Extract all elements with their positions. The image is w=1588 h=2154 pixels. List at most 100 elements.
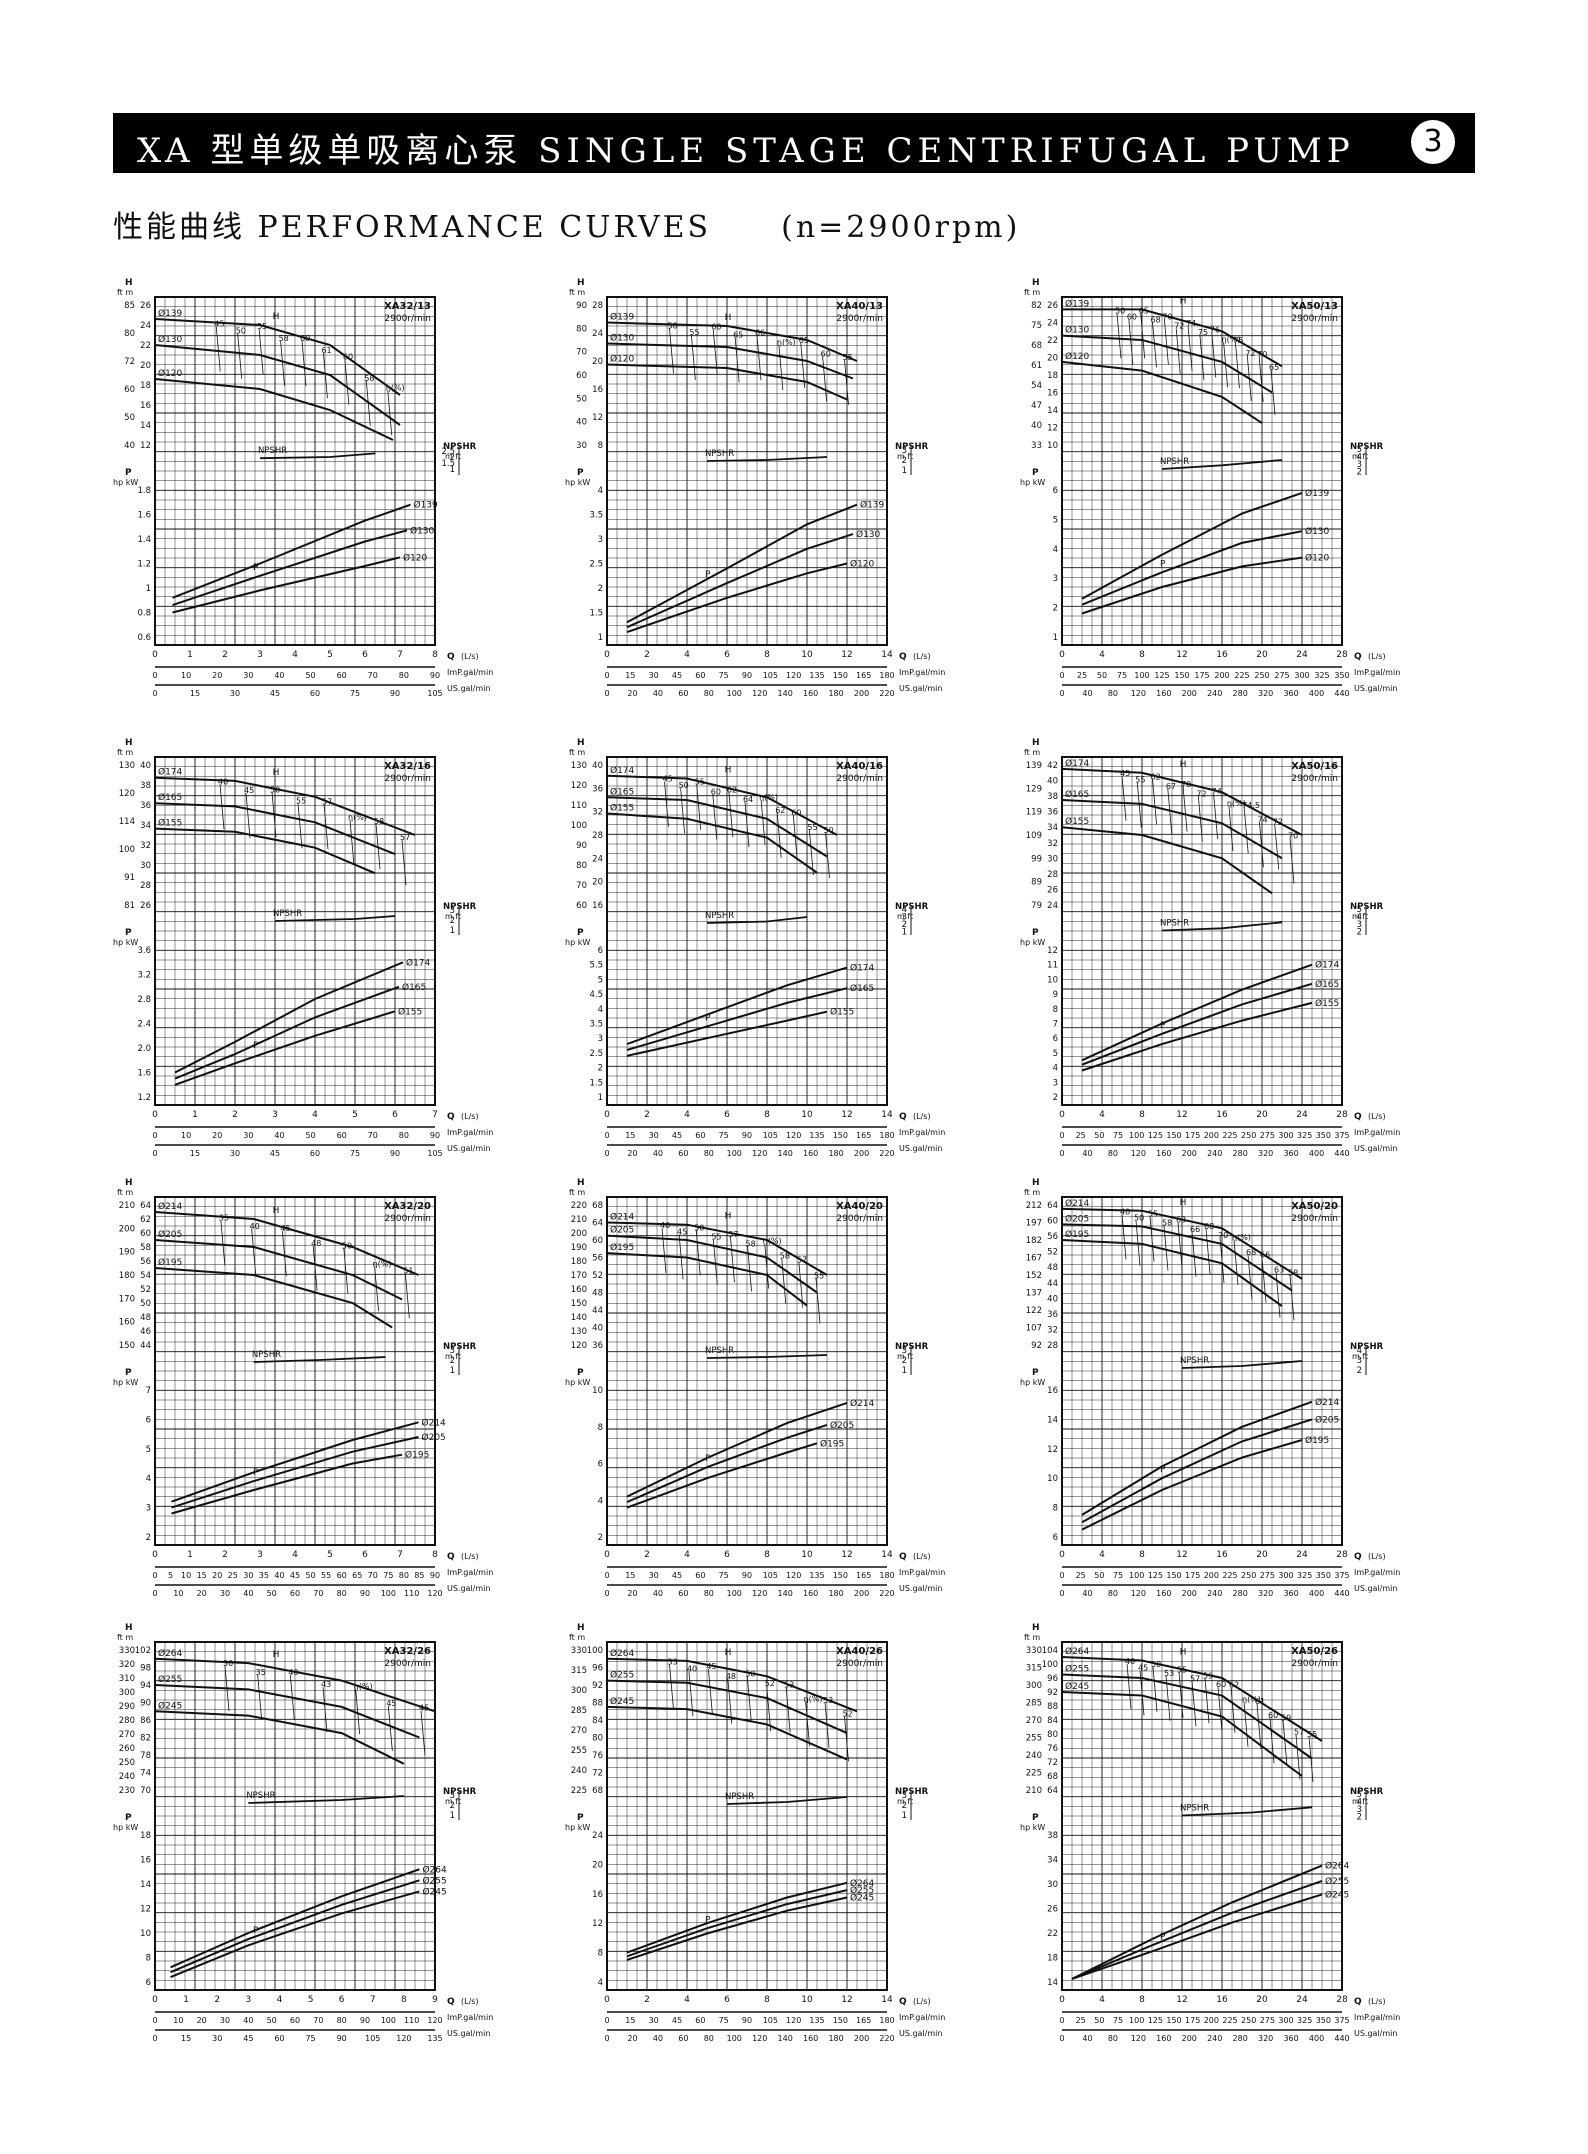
h-tick-label: 38 xyxy=(1047,792,1058,802)
imp-tick-label: 75 xyxy=(1113,1131,1123,1140)
efficiency-label: η(%) xyxy=(348,813,367,822)
imp-tick-label: 100 xyxy=(1134,671,1149,680)
efficiency-line xyxy=(690,334,696,380)
power-curve xyxy=(170,1879,420,1974)
q-tick-label: 0 xyxy=(152,1110,158,1120)
h-tick-label: 42 xyxy=(1047,761,1058,771)
us-tick-label: 280 xyxy=(1233,1589,1248,1598)
p-tick-label: 20 xyxy=(592,1860,603,1870)
imp-tick-label: 40 xyxy=(243,2016,253,2025)
us-tick-label: 140 xyxy=(778,1149,793,1158)
imp-tick-label: 135 xyxy=(809,2016,824,2025)
efficiency-line xyxy=(661,1227,667,1274)
npshr-axis-units: m ft xyxy=(897,1352,913,1361)
imp-tick-label: 25 xyxy=(1076,1571,1086,1580)
power-curve-label: Ø155 xyxy=(1315,998,1339,1009)
power-curve-label: Ø245 xyxy=(1325,1889,1349,1900)
imp-tick-label: 40 xyxy=(274,1571,284,1580)
head-curve-label: Ø139 xyxy=(610,312,635,323)
efficiency-label: η(%) xyxy=(386,383,405,392)
imp-tick-label: 325 xyxy=(1297,1131,1312,1140)
us-tick-label: 100 xyxy=(727,689,742,698)
us-tick-label: 105 xyxy=(427,689,442,698)
h-tick-label: 68 xyxy=(592,1201,603,1211)
h-tick-label: 68 xyxy=(592,1786,603,1796)
q-tick-label: 0 xyxy=(152,650,158,660)
head-curve-label: Ø255 xyxy=(610,1670,634,1681)
p-tick-label: 1 xyxy=(146,584,151,594)
q-axis-label: Q xyxy=(447,1112,455,1122)
q-tick-label: 5 xyxy=(327,650,333,660)
p-axis-units: hp kW xyxy=(565,1378,590,1387)
us-tick-label: 0 xyxy=(152,1589,157,1598)
q-axis-label: Q xyxy=(899,652,907,662)
us-tick-label: 360 xyxy=(1283,689,1298,698)
q-tick-label: 20 xyxy=(1256,1995,1268,2005)
head-curve xyxy=(154,318,401,396)
q-tick-label: 12 xyxy=(841,650,852,660)
imp-tick-label: 100 xyxy=(1129,2016,1144,2025)
p-tick-label: 24 xyxy=(592,1831,603,1841)
h-tick-label: 16 xyxy=(140,401,151,411)
subtitle-speed: (n=2900rpm) xyxy=(781,210,1021,245)
imp-tick-label: 105 xyxy=(763,2016,778,2025)
npshr-curve xyxy=(706,1354,828,1359)
efficiency-label: 40 xyxy=(288,1668,298,1677)
p-tick-label: 3.6 xyxy=(137,946,151,956)
efficiency-label: 60 xyxy=(1268,1711,1278,1720)
h-tick-label: 26 xyxy=(1047,301,1058,311)
power-curve-label: Ø120 xyxy=(1305,553,1330,564)
power-curve xyxy=(626,1401,848,1498)
us-axis-label: US.gal/min xyxy=(447,1584,490,1593)
efficiency-line xyxy=(1274,824,1280,870)
imp-tick-label: 90 xyxy=(742,1131,752,1140)
p-tick-label: 9 xyxy=(1053,990,1058,1000)
npshr-axis-label: NPSHR xyxy=(895,1342,929,1352)
p-tick-label: 2.0 xyxy=(137,1044,151,1054)
npshr-curve xyxy=(274,915,396,922)
efficiency-line xyxy=(1182,786,1188,832)
head-curve-label: Ø130 xyxy=(1065,325,1090,336)
p-axis-label: P xyxy=(125,468,132,478)
efficiency-label: 45 xyxy=(706,1662,716,1671)
imp-tick-label: 80 xyxy=(399,1131,409,1140)
power-curve xyxy=(626,1442,818,1509)
efficiency-label: 55 xyxy=(843,353,853,362)
efficiency-label: 45 xyxy=(677,1227,687,1236)
power-curve-label: Ø214 xyxy=(850,1398,875,1409)
efficiency-line xyxy=(1128,319,1134,365)
npshr-tick-label: 4 xyxy=(1357,1797,1362,1807)
npshr-tick-label: 2.5 xyxy=(441,447,455,457)
imp-tick-label: 180 xyxy=(879,1571,894,1580)
us-tick-label: 15 xyxy=(190,1149,200,1158)
imp-tick-label: 90 xyxy=(742,1571,752,1580)
head-curve-label: Ø264 xyxy=(158,1648,183,1659)
h-ft-tick-label: 190 xyxy=(119,1248,135,1258)
h-ft-tick-label: 92 xyxy=(1031,1341,1042,1351)
imp-tick-label: 50 xyxy=(267,2016,277,2025)
us-tick-label: 220 xyxy=(879,1589,894,1598)
efficiency-label: 72 xyxy=(1273,817,1283,826)
efficiency-label: 45 xyxy=(214,320,224,329)
efficiency-line xyxy=(798,1262,804,1308)
us-tick-label: 280 xyxy=(1233,2034,1248,2043)
imp-tick-label: 30 xyxy=(220,2016,230,2025)
q-axis-label: Q xyxy=(1354,1552,1362,1562)
power-curve-label: Ø174 xyxy=(850,963,875,974)
efficiency-line xyxy=(1136,782,1142,828)
imp-tick-label: 165 xyxy=(856,1131,871,1140)
p-tick-label: 8 xyxy=(598,1949,603,1959)
q-axis-unit: (L/s) xyxy=(913,1997,931,2006)
h-tick-label: 96 xyxy=(592,1664,603,1674)
efficiency-line xyxy=(312,1245,318,1291)
chart-model: XA32/16 xyxy=(384,761,431,772)
p-tick-label: 1.8 xyxy=(137,486,151,496)
us-tick-label: 0 xyxy=(604,1149,609,1158)
imp-tick-label: 200 xyxy=(1204,1131,1219,1140)
imp-axis-label: ImP.gal/min xyxy=(899,1568,945,1577)
imp-tick-label: 60 xyxy=(337,1571,347,1580)
us-tick-label: 120 xyxy=(1131,1589,1146,1598)
p-tick-label: 6 xyxy=(1053,1034,1058,1044)
us-tick-label: 20 xyxy=(627,2034,637,2043)
